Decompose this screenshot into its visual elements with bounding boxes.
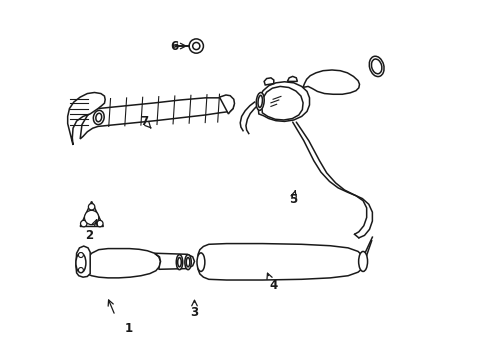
Text: 2: 2	[85, 229, 93, 242]
Ellipse shape	[186, 257, 189, 267]
Circle shape	[78, 267, 83, 273]
Polygon shape	[154, 253, 194, 269]
Polygon shape	[303, 70, 359, 94]
Circle shape	[78, 252, 83, 257]
Text: 6: 6	[170, 40, 179, 53]
Polygon shape	[80, 98, 233, 139]
Text: 1: 1	[124, 322, 132, 335]
Ellipse shape	[76, 253, 86, 273]
Ellipse shape	[197, 253, 204, 271]
Circle shape	[192, 42, 200, 50]
Ellipse shape	[176, 255, 183, 270]
Ellipse shape	[93, 111, 104, 125]
Ellipse shape	[96, 113, 102, 122]
Ellipse shape	[177, 257, 181, 267]
Polygon shape	[67, 93, 105, 145]
Polygon shape	[198, 244, 364, 280]
Circle shape	[84, 210, 99, 225]
Ellipse shape	[256, 93, 264, 110]
Ellipse shape	[371, 59, 381, 74]
Ellipse shape	[79, 252, 90, 274]
Text: 5: 5	[288, 193, 296, 206]
Ellipse shape	[368, 56, 383, 77]
Text: 7: 7	[140, 114, 148, 127]
Polygon shape	[219, 95, 234, 114]
Ellipse shape	[258, 95, 262, 108]
Polygon shape	[76, 246, 90, 277]
Text: 4: 4	[268, 279, 277, 292]
Text: 3: 3	[190, 306, 198, 319]
Circle shape	[97, 220, 103, 227]
Polygon shape	[258, 82, 309, 121]
Ellipse shape	[184, 255, 191, 270]
Polygon shape	[261, 86, 303, 120]
Circle shape	[189, 39, 203, 53]
Polygon shape	[287, 76, 297, 81]
Polygon shape	[80, 202, 103, 226]
Circle shape	[88, 203, 95, 210]
Ellipse shape	[358, 251, 367, 271]
Circle shape	[81, 220, 87, 227]
Polygon shape	[83, 249, 160, 278]
Polygon shape	[264, 78, 273, 85]
